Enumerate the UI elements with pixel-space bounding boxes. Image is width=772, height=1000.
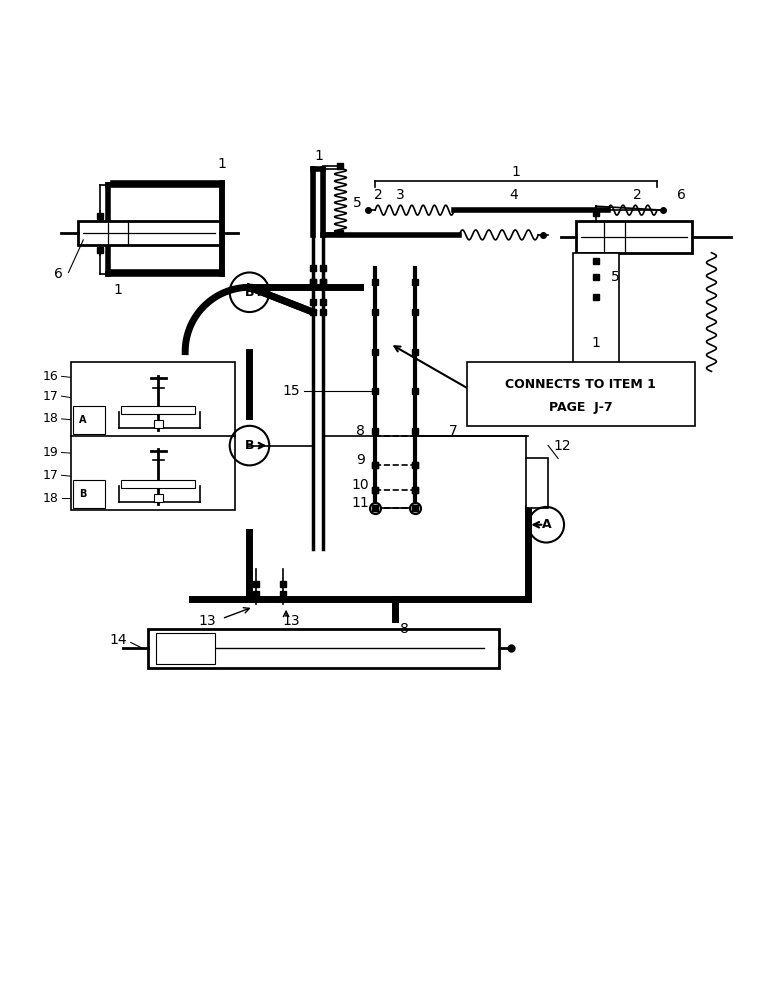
Text: PAGE  J-7: PAGE J-7 bbox=[549, 401, 613, 414]
Text: 1: 1 bbox=[113, 283, 123, 297]
Bar bbox=[573, 253, 619, 381]
Bar bbox=[121, 480, 195, 488]
Bar bbox=[73, 480, 105, 508]
Text: CONNECTS TO ITEM 1: CONNECTS TO ITEM 1 bbox=[506, 378, 656, 391]
Text: B: B bbox=[245, 286, 254, 299]
Text: 15: 15 bbox=[283, 384, 300, 398]
Bar bbox=[72, 362, 235, 510]
Bar bbox=[73, 406, 105, 434]
Bar bbox=[154, 420, 164, 428]
Text: 9: 9 bbox=[356, 453, 364, 467]
Text: A: A bbox=[79, 415, 86, 425]
Text: 18: 18 bbox=[42, 492, 59, 505]
Text: 17: 17 bbox=[42, 390, 59, 403]
Text: 8: 8 bbox=[400, 622, 408, 636]
Text: 17: 17 bbox=[42, 469, 59, 482]
Text: 1: 1 bbox=[591, 336, 600, 350]
Text: B: B bbox=[245, 439, 254, 452]
Text: 6: 6 bbox=[677, 188, 686, 202]
Bar bbox=[155, 633, 215, 664]
Text: 1: 1 bbox=[218, 157, 226, 171]
Text: A: A bbox=[541, 518, 551, 531]
Text: 16: 16 bbox=[42, 370, 59, 383]
Text: 10: 10 bbox=[351, 478, 369, 492]
Bar bbox=[467, 362, 695, 426]
Text: 13: 13 bbox=[283, 614, 300, 628]
Text: 14: 14 bbox=[109, 633, 127, 647]
Text: 6: 6 bbox=[54, 267, 63, 281]
Bar bbox=[78, 221, 220, 245]
Text: 5: 5 bbox=[353, 196, 362, 210]
Text: 8: 8 bbox=[356, 424, 364, 438]
Text: 7: 7 bbox=[449, 424, 458, 438]
Bar bbox=[154, 494, 164, 502]
Text: 18: 18 bbox=[42, 412, 59, 425]
Text: 19: 19 bbox=[42, 446, 59, 459]
Text: B: B bbox=[79, 489, 86, 499]
Text: 2: 2 bbox=[633, 188, 642, 202]
Bar bbox=[576, 221, 692, 253]
Text: 2: 2 bbox=[374, 188, 382, 202]
Text: 12: 12 bbox=[554, 439, 571, 453]
Text: 1: 1 bbox=[314, 149, 323, 163]
Text: 3: 3 bbox=[395, 188, 405, 202]
Text: 4: 4 bbox=[510, 188, 518, 202]
Text: 13: 13 bbox=[198, 614, 215, 628]
Text: 5: 5 bbox=[611, 270, 619, 284]
Bar bbox=[147, 629, 499, 668]
Text: 1: 1 bbox=[512, 165, 520, 179]
Bar bbox=[121, 406, 195, 414]
Bar bbox=[527, 458, 548, 508]
Text: 11: 11 bbox=[351, 496, 369, 510]
